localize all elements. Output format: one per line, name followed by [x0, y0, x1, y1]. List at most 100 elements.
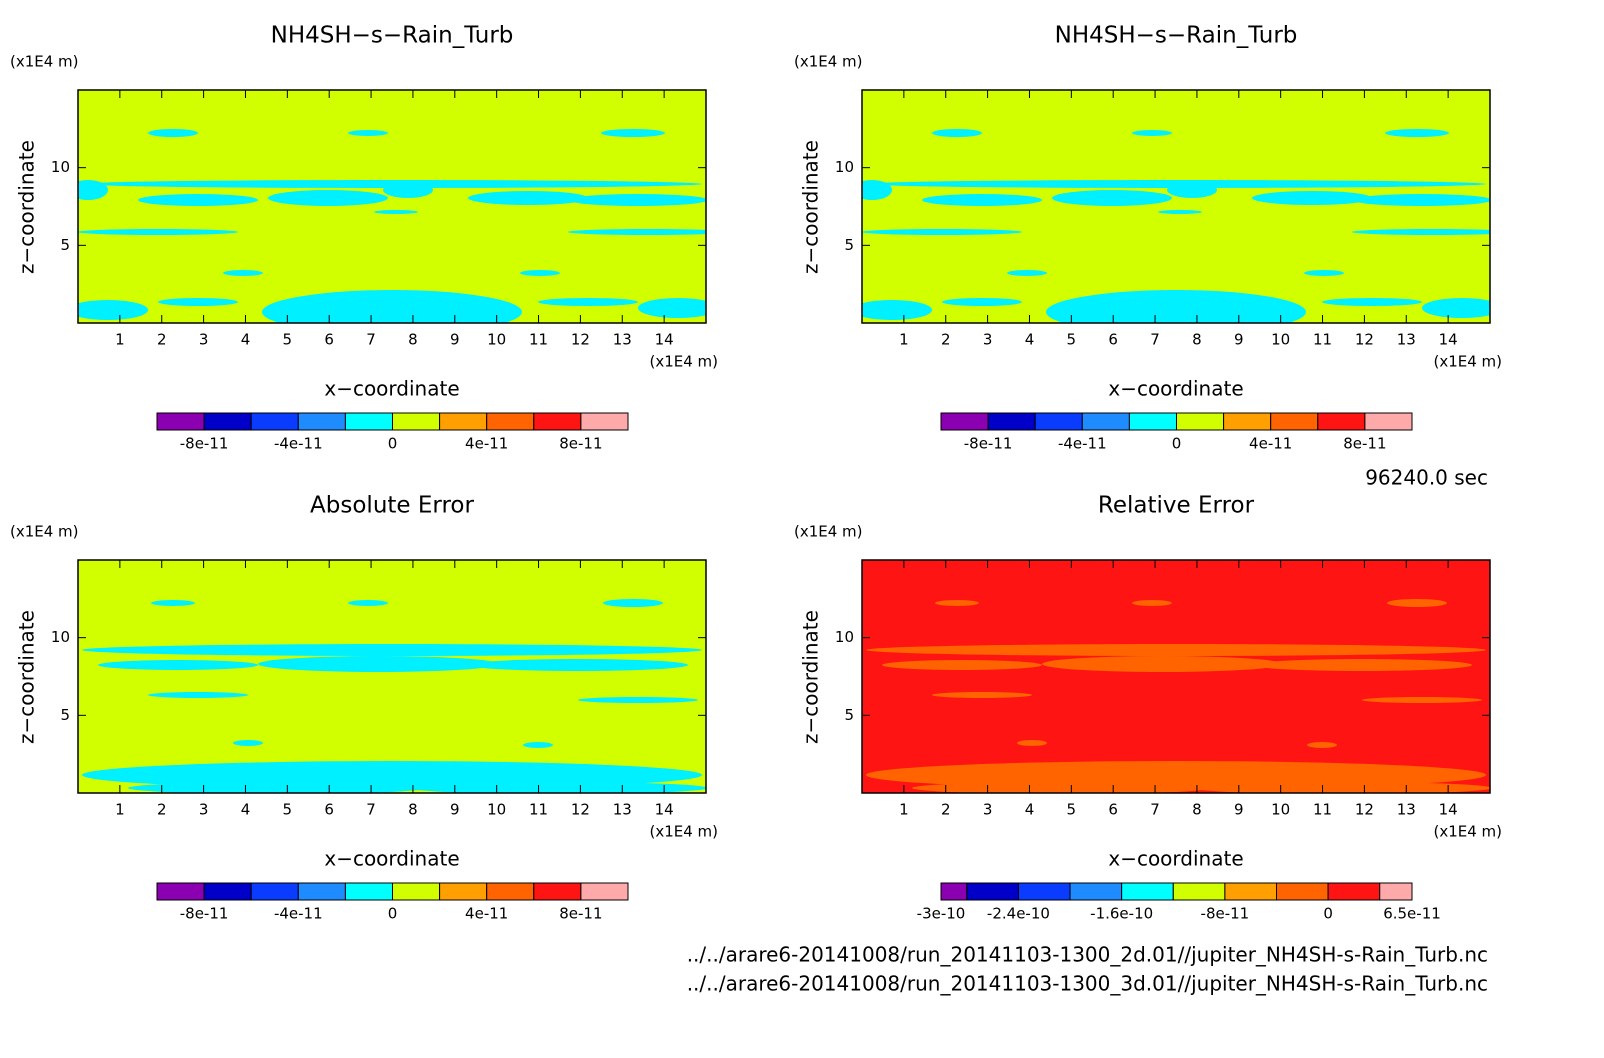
colorbar-box: [156, 412, 205, 431]
colorbar-box: [1121, 882, 1174, 901]
x-tick-label: 8: [408, 801, 418, 819]
contour-region: [1362, 697, 1482, 703]
x-tick-label: 4: [1025, 331, 1035, 349]
x-tick-label: 10: [1271, 801, 1290, 819]
contour-region: [82, 644, 702, 656]
panel-title: NH4SH−s−Rain_Turb: [271, 23, 514, 49]
colorbar-box: [940, 412, 989, 431]
colorbar-box: [1172, 882, 1226, 901]
contour-region: [520, 270, 560, 276]
colorbar-tick-label: -4e-11: [1058, 435, 1107, 453]
colorbar-tick-label: -1.6e-10: [1090, 905, 1153, 923]
contour-region: [1307, 742, 1337, 748]
x-tick-label: 12: [571, 331, 590, 349]
x-tick-label: 14: [655, 331, 674, 349]
x-axis-label: x−coordinate: [1108, 847, 1243, 871]
x-tick-label: 2: [157, 331, 167, 349]
x-tick-label: 12: [571, 801, 590, 819]
contour-region: [1132, 600, 1172, 606]
colorbar-tick-label: 4e-11: [465, 905, 508, 923]
contour-region: [348, 130, 388, 136]
contour-region: [98, 660, 258, 670]
x-tick-label: 7: [366, 801, 376, 819]
contour-region: [1007, 270, 1047, 276]
colorbar-tick-label: -4e-11: [274, 435, 323, 453]
colorbar-box: [1034, 412, 1083, 431]
colorbar-box: [486, 412, 535, 431]
x-tick-label: 11: [1313, 331, 1332, 349]
colorbar-box: [250, 882, 299, 901]
colorbar-box: [1223, 412, 1272, 431]
plot-frame: [861, 559, 1491, 794]
y-tick-label: 5: [844, 236, 854, 254]
contour-region: [862, 180, 892, 200]
y-axis-label: z−coordinate: [799, 140, 823, 274]
contour-field: [862, 560, 1490, 793]
x-tick-label: 10: [1271, 331, 1290, 349]
colorbar-tick-label: 8e-11: [559, 435, 602, 453]
x-tick-label: 11: [529, 331, 548, 349]
contour-region: [1304, 270, 1344, 276]
contour-region: [158, 298, 238, 306]
contour-region: [374, 210, 418, 214]
x-tick-label: 10: [487, 331, 506, 349]
contour-region: [942, 298, 1022, 306]
contour-features: [82, 599, 706, 793]
contour-region: [1046, 290, 1306, 323]
colorbar-box: [486, 882, 535, 901]
panel: Relative Error (x1E4 m) z−coordinate (x1E4 …: [794, 493, 1502, 923]
contour-region: [1322, 298, 1422, 306]
y-tick-label: 10: [835, 158, 854, 176]
x-unit: (x1E4 m): [649, 823, 718, 841]
colorbar-tick-label: -8e-11: [180, 435, 229, 453]
colorbar-tick-label: 4e-11: [1249, 435, 1292, 453]
x-tick-label: 14: [1439, 801, 1458, 819]
colorbar-box: [297, 882, 346, 901]
contour-region: [262, 290, 522, 323]
x-tick-label: 6: [324, 801, 334, 819]
contour-region: [383, 182, 433, 198]
plot-frame: [77, 559, 707, 794]
x-tick-label: 2: [941, 331, 951, 349]
x-tick-label: 3: [199, 331, 209, 349]
x-unit: (x1E4 m): [649, 353, 718, 371]
x-tick-label: 12: [1355, 801, 1374, 819]
x-tick-label: 7: [1150, 801, 1160, 819]
colorbar-box: [439, 412, 488, 431]
colorbar-tick-label: 8e-11: [559, 905, 602, 923]
x-tick-label: 9: [1234, 801, 1244, 819]
x-tick-label: 1: [115, 801, 125, 819]
colorbar-box: [297, 412, 346, 431]
x-tick-label: 4: [241, 801, 251, 819]
x-tick-label: 2: [157, 801, 167, 819]
contour-region: [638, 298, 706, 318]
y-tick-label: 5: [844, 706, 854, 724]
contour-region: [78, 180, 108, 200]
colorbar-tick-label: 0: [388, 435, 398, 453]
contour-region: [1252, 659, 1472, 671]
contour-region: [1422, 298, 1490, 318]
x-tick-label: 10: [487, 801, 506, 819]
colorbar-tick-label: 8e-11: [1343, 435, 1386, 453]
y-tick-label: 5: [60, 706, 70, 724]
colorbar-box: [533, 412, 582, 431]
y-unit: (x1E4 m): [794, 523, 863, 541]
y-axis-label: z−coordinate: [15, 610, 39, 744]
x-tick-label: 9: [450, 331, 460, 349]
x-tick-label: 14: [655, 801, 674, 819]
colorbar-box: [940, 882, 968, 901]
contour-region: [1017, 740, 1047, 746]
contour-region: [523, 742, 553, 748]
colorbar-tick-label: 0: [388, 905, 398, 923]
contour-region: [538, 298, 638, 306]
x-tick-label: 13: [613, 331, 632, 349]
x-tick-label: 5: [283, 331, 293, 349]
colorbar-box: [203, 882, 252, 901]
panel-title: NH4SH−s−Rain_Turb: [1055, 23, 1298, 49]
x-tick-label: 1: [899, 331, 909, 349]
x-tick-label: 1: [115, 331, 125, 349]
x-tick-label: 11: [529, 801, 548, 819]
colorbar-box: [1379, 882, 1413, 901]
x-tick-label: 6: [324, 331, 334, 349]
